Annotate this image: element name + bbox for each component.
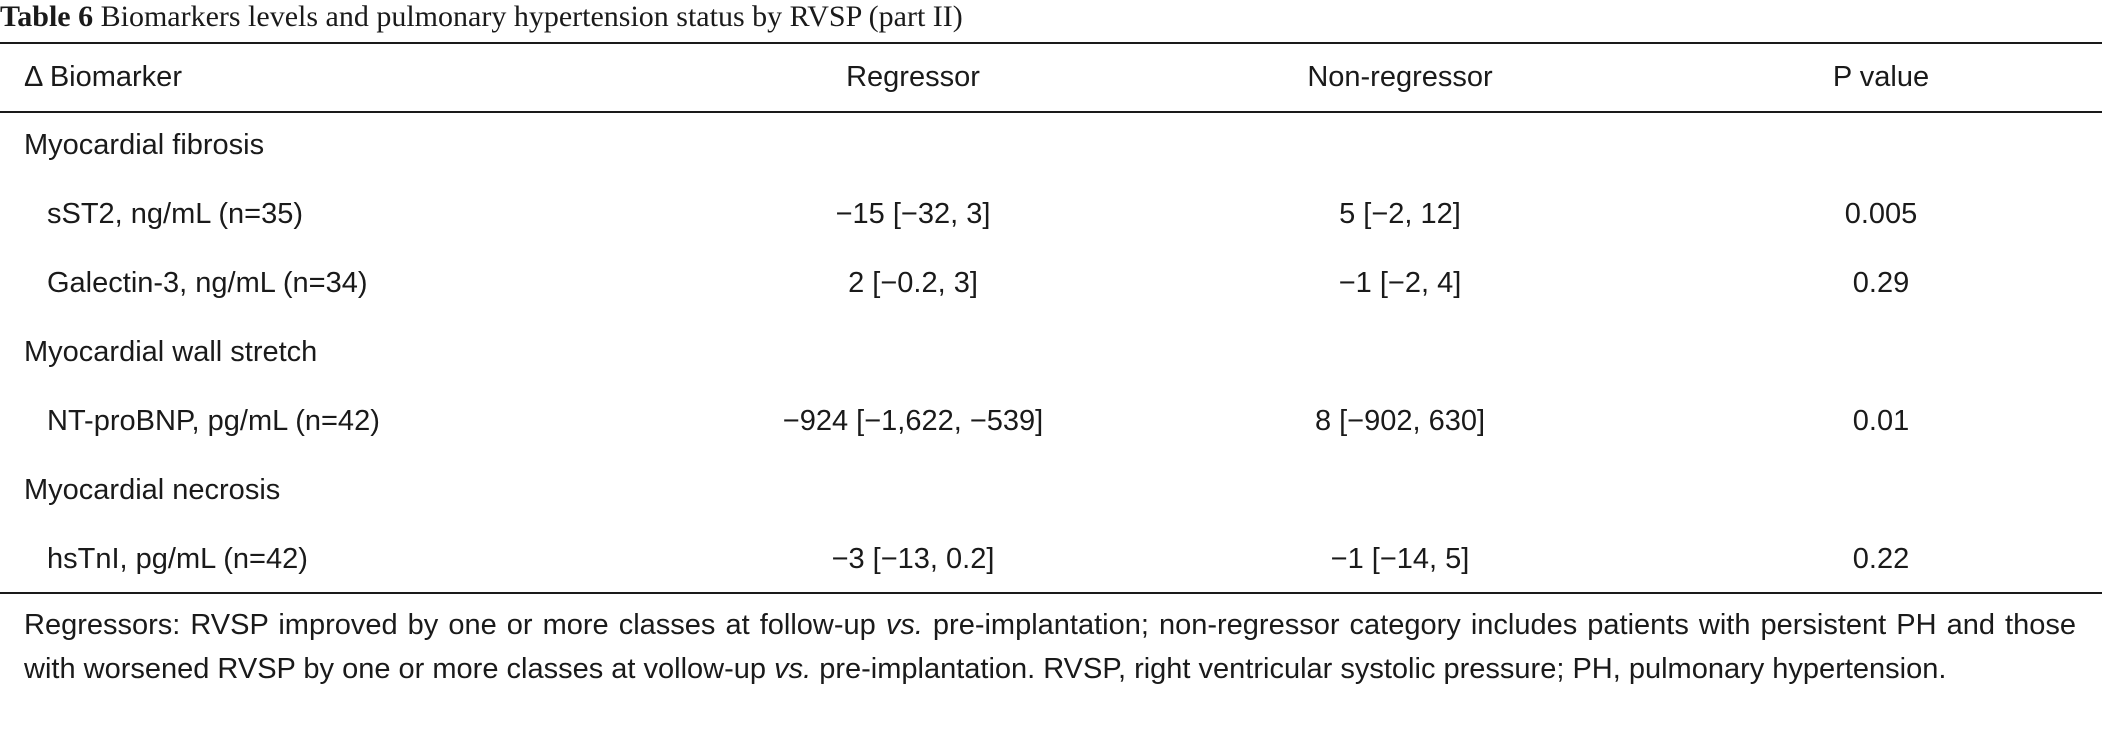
regressor-value: −3 [−13, 0.2] (831, 543, 995, 575)
regressor-value: −924 [−1,622, −539] (782, 405, 1044, 437)
header-biomarker: Δ Biomarker (24, 61, 182, 93)
biomarker-name: sST2, ng/mL (n=35) (47, 198, 304, 230)
header-p-value: P value (1832, 61, 1930, 93)
footnote-text: Regressors: RVSP improved by one or more… (24, 609, 886, 641)
biomarker-name: hsTnI, pg/mL (n=42) (47, 543, 308, 575)
category-row: Myocardial necrosis (0, 456, 2102, 525)
header-rule (0, 111, 2102, 113)
header-non-regressor: Non-regressor (1307, 61, 1493, 93)
header-regressor: Regressor (846, 61, 980, 93)
table-row: sST2, ng/mL (n=35) −15 [−32, 3] 5 [−2, 1… (0, 180, 2102, 249)
footnote-text: pre-implantation; non-regressor category… (24, 609, 2076, 685)
table-row: hsTnI, pg/mL (n=42) −3 [−13, 0.2] −1 [−1… (0, 525, 2102, 594)
table-caption: Table 6 Biomarkers levels and pulmonary … (0, 0, 2102, 40)
header-row: Δ Biomarker Regressor Non-regressor P va… (0, 44, 2102, 111)
regressor-value: 2 [−0.2, 3] (848, 267, 978, 299)
category-label: Myocardial wall stretch (24, 336, 318, 368)
non-regressor-value: 8 [−902, 630] (1314, 405, 1486, 437)
table-number: Table 6 (0, 0, 94, 33)
category-row: Myocardial fibrosis (0, 111, 2102, 180)
p-value: 0.005 (1844, 198, 1918, 230)
table-row: Galectin-3, ng/mL (n=34) 2 [−0.2, 3] −1 … (0, 249, 2102, 318)
table-title: Biomarkers levels and pulmonary hyperten… (93, 0, 963, 33)
p-value: 0.22 (1852, 543, 1910, 575)
p-value: 0.29 (1852, 267, 1910, 299)
table-row: NT-proBNP, pg/mL (n=42) −924 [−1,622, −5… (0, 387, 2102, 456)
category-label: Myocardial fibrosis (24, 129, 265, 161)
biomarker-name: NT-proBNP, pg/mL (n=42) (47, 405, 380, 437)
non-regressor-value: −1 [−14, 5] (1330, 543, 1470, 575)
biomarker-table: Δ Biomarker Regressor Non-regressor P va… (0, 44, 2102, 594)
table-footnote: Regressors: RVSP improved by one or more… (24, 603, 2076, 691)
bottom-rule (0, 592, 2102, 594)
footnote-vs: vs. (774, 653, 812, 685)
regressor-value: −15 [−32, 3] (835, 198, 991, 230)
p-value: 0.01 (1852, 405, 1910, 437)
non-regressor-value: 5 [−2, 12] (1339, 198, 1461, 230)
category-row: Myocardial wall stretch (0, 318, 2102, 387)
category-label: Myocardial necrosis (24, 474, 281, 506)
top-rule (0, 42, 2102, 44)
footnote-vs: vs. (885, 609, 923, 641)
non-regressor-value: −1 [−2, 4] (1338, 267, 1462, 299)
footnote-text: pre-implantation. RVSP, right ventricula… (811, 653, 1947, 685)
biomarker-name: Galectin-3, ng/mL (n=34) (47, 267, 368, 299)
